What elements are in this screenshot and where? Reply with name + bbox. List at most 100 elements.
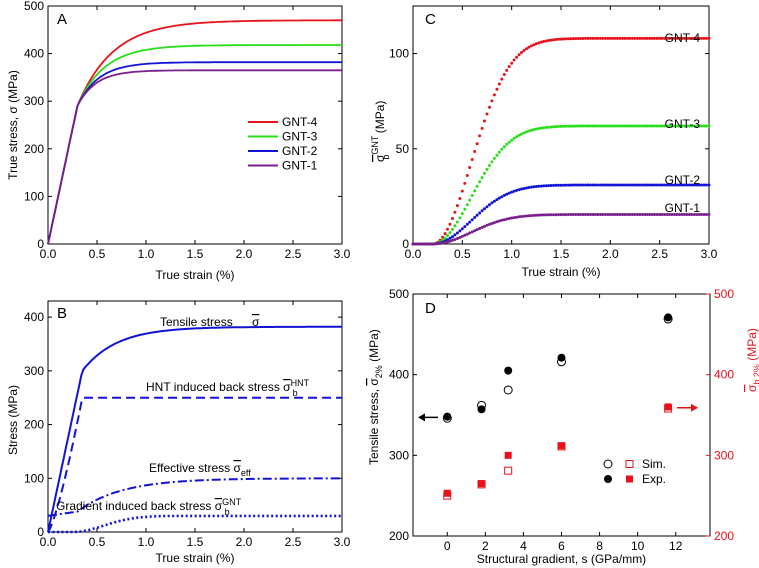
panel-b-ytick-label: 200 [24, 418, 44, 432]
panel-c-point-gnt-3 [606, 124, 610, 128]
panel-c-point-gnt-2 [606, 183, 610, 187]
panel-c-point-gnt-1 [655, 213, 659, 216]
panel-c-point-gnt-1 [633, 213, 637, 216]
panel-c-point-gnt-4 [594, 36, 597, 40]
panel-c-point-gnt-3 [626, 124, 630, 128]
panel-c-point-gnt-2 [478, 211, 482, 215]
panel-c-point-gnt-1 [648, 213, 652, 216]
panel-a-ytick-label: 200 [24, 142, 44, 156]
panel-d-xtick-label: 8 [596, 539, 603, 553]
panel-c-point-gnt-2 [680, 183, 684, 187]
panel-d-marker-exp-square [478, 480, 486, 488]
panel-c-point-gnt-2 [569, 183, 573, 187]
panel-c-point-gnt-3 [463, 207, 467, 211]
panel-d-xtick-label: 4 [520, 539, 527, 553]
panel-c-point-gnt-1 [539, 213, 543, 217]
panel-c-point-gnt-1 [591, 213, 595, 216]
panel-c-point-gnt-3 [468, 198, 472, 202]
panel-c-point-gnt-2 [628, 183, 632, 187]
panel-c-point-gnt-3 [648, 124, 652, 128]
panel-c-point-gnt-3 [527, 129, 531, 133]
panel-c-point-gnt-3 [455, 220, 459, 224]
panel-c-point-gnt-4 [507, 65, 511, 69]
panel-c-point-gnt-3 [633, 124, 637, 128]
panel-c-point-gnt-2 [480, 209, 484, 213]
panel-b-xtick-label: 1.5 [187, 535, 204, 549]
panel-d-label: D [425, 300, 436, 317]
panel-c-point-gnt-1 [547, 213, 551, 217]
panel-c-point-gnt-1 [685, 213, 689, 216]
panel-b-curve-dotted [48, 514, 342, 534]
panel-c-point-gnt-3 [621, 124, 625, 128]
panel-c-point-gnt-4 [566, 37, 570, 41]
panel-c-point-gnt-3 [448, 231, 452, 235]
panel-c-point-gnt-4 [601, 36, 605, 40]
panel-c-point-gnt-2 [685, 183, 689, 187]
panel-c-point-gnt-2 [648, 183, 652, 187]
panel-c-point-gnt-4 [552, 38, 556, 42]
panel-c-point-gnt-2 [500, 195, 504, 199]
panel-a-ytick-label: 300 [24, 94, 44, 108]
panel-c-point-gnt-3 [680, 124, 684, 128]
panel-c-point-gnt-4 [700, 36, 704, 40]
panel-c-point-gnt-3 [460, 212, 464, 216]
panel-c-point-gnt-4 [680, 36, 684, 40]
panel-d-xtick-label: 2 [482, 539, 489, 553]
panel-d-ytick-right-label: 300 [714, 448, 734, 462]
panel-d-xtick-label: 10 [631, 539, 645, 553]
panel-c-point-gnt-3 [505, 142, 509, 146]
panel-c-point-gnt-4 [596, 36, 600, 40]
panel-c-point-gnt-3 [663, 124, 667, 128]
panel-c-point-gnt-2 [574, 183, 578, 187]
panel-c-point-gnt-4 [453, 210, 457, 214]
panel-b-ytick-label: 300 [24, 364, 44, 378]
panel-c-point-gnt-3 [665, 124, 669, 128]
panel-c-point-gnt-2 [564, 183, 568, 187]
panel-d-marker-exp-circle [504, 366, 513, 375]
panel-c-point-gnt-4 [441, 235, 445, 239]
panel-c-point-gnt-1 [594, 213, 597, 216]
panel-c-point-gnt-2 [586, 183, 590, 187]
panel-c-point-gnt-2 [707, 183, 711, 187]
panel-c-point-gnt-3 [458, 216, 462, 220]
panel-c-point-gnt-2 [529, 185, 533, 189]
panel-d-legend-sim-square [625, 460, 634, 468]
panel-c-point-gnt-4 [571, 37, 575, 41]
panel-c-point-gnt-3 [492, 156, 496, 160]
panel-c-ytick-label: 50 [396, 142, 410, 156]
panel-b-xtick-label: 2.5 [285, 535, 302, 549]
panel-c-point-gnt-1 [584, 213, 588, 216]
panel-d-ytick-right-label: 400 [714, 368, 734, 382]
panel-c-point-gnt-1 [431, 242, 435, 246]
panel-c-point-gnt-3 [574, 124, 578, 128]
panel-d-frame [412, 293, 711, 537]
panel-c-point-gnt-3 [495, 153, 499, 157]
panel-c-point-gnt-1 [682, 213, 686, 216]
panel-c-point-gnt-2 [660, 183, 664, 187]
panel-c-point-gnt-3 [537, 127, 541, 130]
panel-c-point-gnt-2 [596, 183, 600, 187]
panel-c-point-gnt-1 [500, 218, 504, 222]
panel-c-point-gnt-4 [673, 36, 676, 40]
panel-c-point-gnt-1 [668, 213, 671, 216]
panel-c-point-gnt-4 [653, 36, 657, 40]
panel-c-point-gnt-2 [557, 183, 560, 187]
panel-c-point-gnt-2 [475, 213, 479, 217]
panel-c-point-gnt-1 [475, 228, 479, 232]
panel-c-point-gnt-3 [502, 145, 506, 149]
panel-c-point-gnt-1 [478, 227, 482, 230]
panel-a-ytick-label: 0 [37, 237, 44, 251]
panel-c-point-gnt-4 [446, 227, 449, 231]
panel-c-point-gnt-4 [648, 36, 652, 40]
panel-c-point-gnt-3 [485, 167, 489, 171]
panel-d-xtick-label: 6 [558, 539, 565, 553]
panel-c-point-gnt-1 [438, 242, 442, 245]
panel-c-point-gnt-3 [497, 150, 501, 154]
panel-d-legend-exp-square [626, 475, 633, 483]
panel-c-point-gnt-3 [512, 136, 516, 140]
panel-c-point-gnt-3 [589, 124, 593, 128]
panel-b-annotation-effective: Effective stress σeff [149, 461, 251, 478]
panel-c-point-gnt-4 [591, 36, 595, 40]
panel-c-point-gnt-2 [542, 184, 546, 188]
panel-c-point-gnt-3 [571, 124, 575, 128]
